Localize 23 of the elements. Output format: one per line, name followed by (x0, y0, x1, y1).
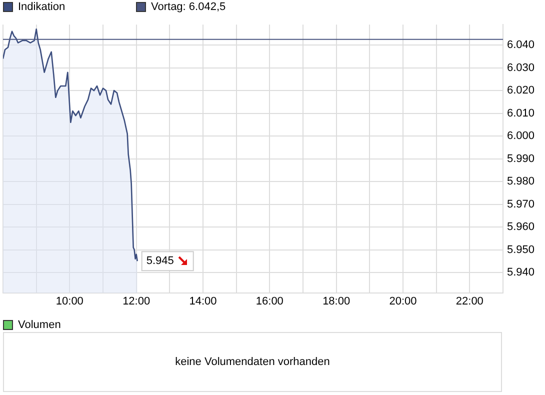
legend-label: Volumen (18, 319, 61, 331)
text: keine Volumendaten vorhanden (175, 356, 330, 368)
x-tick-label: 14:00 (189, 296, 217, 308)
x-tick-label: 18:00 (322, 296, 350, 308)
y-tick-label: 6.010 (507, 107, 535, 120)
annotation: 5.945 (146, 255, 174, 268)
x-tick-label: 20:00 (389, 296, 417, 308)
y-tick-label: 5.980 (507, 176, 535, 188)
legend-label: Vortag: 6.042,5 (151, 1, 226, 13)
y-tick-label: 6.030 (507, 62, 535, 74)
x-tick-label: 10:00 (56, 296, 84, 308)
y-tick-label: 5.950 (507, 244, 535, 256)
x-tick-label: 12:00 (122, 296, 150, 308)
x-tick-label: 16:00 (256, 296, 284, 308)
legend-label: Indikation (18, 1, 66, 13)
y-tick-label: 5.960 (507, 221, 535, 234)
y-tick-label: 6.020 (507, 84, 535, 97)
y-tick-label: 6.040 (507, 39, 535, 52)
y-tick-label: 5.940 (507, 266, 535, 279)
y-tick-label: 5.970 (507, 198, 535, 210)
x-tick-label: 22:00 (456, 296, 484, 308)
y-tick-label: 5.990 (507, 152, 535, 165)
y-tick-label: 6.000 (507, 130, 535, 142)
